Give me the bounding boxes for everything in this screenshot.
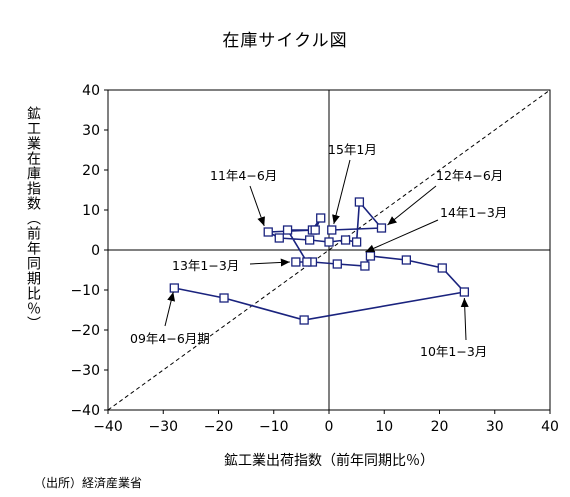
source-note: （出所）経済産業省 [34,476,143,490]
x-tick-label: 30 [486,419,504,435]
annotation-label: 14年1−3月 [440,205,507,220]
data-point-marker [459,287,470,297]
y-tick-label: 10 [82,203,100,219]
x-tick-label: 10 [375,419,393,435]
data-point-marker [305,235,315,245]
annotation-label: 12年4−6月 [436,168,503,183]
data-point-marker [365,251,376,261]
data-point-marker [340,235,351,245]
annotation-arrow [249,185,265,227]
data-point-marker [299,315,309,325]
y-tick-label: 30 [82,123,100,139]
y-axis-title: 鉱工業在庫指数（前年同期比％） [25,106,41,331]
annotation-arrow [332,159,351,225]
data-point-marker [282,225,293,235]
x-tick-label: −10 [259,419,289,435]
x-tick-label: −40 [93,419,123,435]
data-point-marker [327,225,337,235]
chart-title: 在庫サイクル図 [222,31,348,51]
x-tick-label: −30 [148,419,178,435]
annotation-label: 15年1月 [328,142,377,157]
annotation-arrow [460,297,469,341]
data-point-marker [263,227,273,237]
data-point-marker [302,257,312,267]
y-tick-label: −10 [70,283,100,299]
x-tick-label: 0 [325,419,334,435]
annotation-label: 09年4−6月期 [130,331,210,346]
data-point-marker [351,237,362,247]
annotation-label: 11年4−6月 [210,168,277,183]
y-tick-label: 0 [91,243,100,259]
annotation-label: 10年1−3月 [420,344,487,359]
y-tick-label: 20 [82,163,100,179]
annotation-arrow [387,185,437,226]
data-point-marker [316,213,326,223]
data-point-marker [354,197,365,207]
data-point-marker [324,237,334,247]
data-point-marker [274,233,284,243]
data-point-marker [401,255,412,265]
data-point-marker [376,223,387,233]
data-point-marker [291,257,301,267]
data-point-marker [437,263,447,273]
y-tick-label: −40 [70,403,100,419]
y-tick-label: −20 [70,323,100,339]
x-tick-label: −20 [204,419,234,435]
y-tick-label: −30 [70,363,100,379]
y-tick-label: 40 [82,83,100,99]
x-axis-title: 鉱工業出荷指数（前年同期比％） [224,453,434,469]
data-point-marker [219,293,229,303]
x-tick-label: 20 [431,419,449,435]
annotation-label: 13年1−3月 [172,258,239,273]
annotation-arrow [365,219,439,253]
data-point-marker [310,225,320,235]
annotation-arrow [249,258,290,267]
data-point-marker [360,261,370,271]
x-tick-label: 40 [541,419,559,435]
data-point-marker [169,283,179,293]
annotation-arrow [164,291,176,327]
data-point-marker [332,259,342,269]
